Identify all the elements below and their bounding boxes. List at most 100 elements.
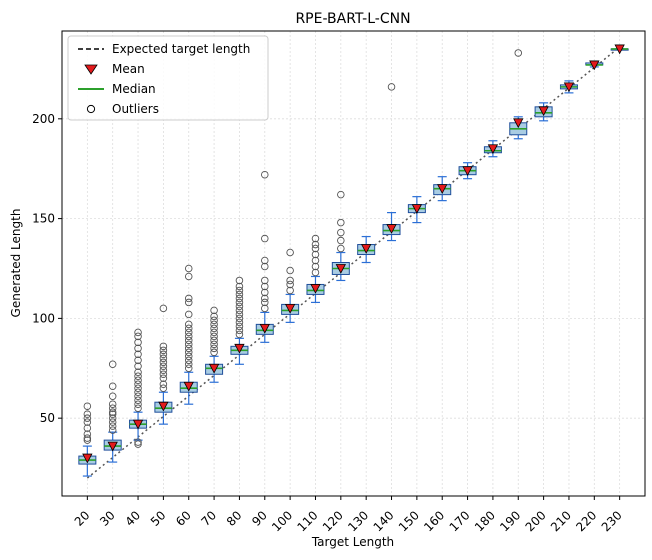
outlier-point	[184, 294, 193, 303]
outlier-point	[261, 298, 269, 307]
outlier-point	[261, 234, 269, 243]
outlier-point	[134, 384, 142, 392]
x-tick-label: 140	[371, 508, 397, 534]
outlier-point	[134, 332, 142, 341]
mean-marker	[259, 323, 270, 334]
outlier-point	[184, 348, 193, 357]
outlier-point	[286, 286, 294, 295]
outlier-point	[134, 438, 142, 446]
outlier-point	[184, 332, 193, 341]
outlier-point	[210, 336, 218, 345]
outlier-point	[134, 344, 142, 353]
outlier-point	[134, 400, 142, 408]
x-tick-label: 90	[249, 508, 270, 529]
outlier-point	[159, 342, 168, 351]
mean-marker	[284, 304, 296, 314]
outlier-point	[184, 336, 193, 345]
outlier-point	[134, 356, 142, 365]
x-tick-label: 230	[599, 508, 625, 534]
outlier-point	[311, 244, 320, 253]
outlier-point	[261, 262, 269, 271]
outlier-point	[134, 328, 142, 337]
mean-marker	[589, 60, 600, 71]
outlier-point	[108, 408, 117, 416]
outlier-point	[235, 302, 244, 311]
outlier-point	[235, 286, 244, 295]
outlier-point	[184, 298, 193, 307]
outlier-point	[184, 356, 193, 365]
outlier-point	[83, 402, 92, 410]
outlier-point	[184, 340, 193, 349]
outlier-point	[235, 326, 244, 335]
outlier-point	[261, 256, 269, 265]
outlier-point	[159, 346, 168, 355]
outlier-point	[210, 328, 218, 337]
outlier-point	[159, 358, 168, 367]
outlier-point	[337, 244, 345, 253]
x-tick-label: 120	[320, 508, 346, 534]
outlier-point	[184, 310, 193, 319]
outlier-point	[235, 306, 244, 315]
outlier-point	[311, 234, 320, 243]
mean-marker	[411, 204, 423, 214]
outlier-point	[159, 366, 168, 375]
x-tick-label: 100	[269, 508, 295, 534]
mean-marker	[234, 343, 245, 354]
outlier-point	[235, 318, 244, 327]
legend-mean-label: Mean	[112, 62, 145, 76]
outlier-point	[159, 304, 168, 313]
mean-marker	[208, 363, 220, 374]
legend-expected-label: Expected target length	[112, 42, 250, 56]
outlier-point	[184, 272, 193, 281]
outlier-point	[184, 360, 193, 369]
outlier-point	[134, 404, 142, 412]
outlier-point	[311, 256, 320, 265]
x-tick-label: 130	[345, 508, 371, 534]
outlier-point	[159, 374, 168, 383]
outlier-point	[235, 294, 244, 303]
x-tick-label: 160	[421, 508, 447, 534]
outlier-point	[235, 276, 244, 285]
outlier-point	[235, 290, 244, 299]
outlier-point	[235, 298, 244, 307]
legend-median-label: Median	[112, 82, 156, 96]
mean-marker	[132, 419, 144, 430]
outlier-point	[108, 404, 117, 412]
x-tick-label: 70	[199, 508, 220, 529]
y-tick-label: 100	[32, 311, 55, 325]
outlier-point	[261, 282, 269, 291]
y-tick-label: 200	[32, 112, 55, 126]
outlier-point	[337, 236, 345, 245]
x-tick-label: 190	[497, 508, 523, 534]
x-tick-label: 60	[173, 508, 194, 529]
mean-marker	[361, 244, 372, 254]
outlier-point	[134, 376, 142, 384]
outlier-point	[184, 324, 193, 333]
x-tick-label: 40	[122, 508, 143, 529]
mean-marker	[386, 224, 397, 234]
mean-marker	[310, 284, 321, 294]
outlier-point	[108, 382, 117, 390]
box-group	[255, 170, 274, 343]
x-tick-label: 220	[573, 508, 599, 534]
outlier-point	[210, 306, 218, 315]
x-tick-label: 20	[72, 508, 93, 529]
legend-frame	[67, 35, 269, 121]
outlier-point	[134, 372, 142, 381]
x-tick-label: 200	[523, 508, 549, 534]
outlier-point	[134, 338, 142, 347]
x-tick-label: 170	[447, 508, 473, 534]
outlier-point	[184, 364, 193, 373]
outlier-point	[134, 362, 142, 371]
outlier-point	[108, 360, 117, 369]
outlier-point	[83, 410, 92, 418]
outlier-point	[159, 370, 168, 379]
outlier-point	[311, 268, 320, 277]
outlier-point	[261, 304, 269, 313]
legend-outliers-label: Outliers	[112, 102, 159, 116]
outlier-point	[108, 392, 117, 400]
outlier-point	[261, 276, 269, 285]
chart-title: RPE-BART-L-CNN	[295, 11, 410, 27]
